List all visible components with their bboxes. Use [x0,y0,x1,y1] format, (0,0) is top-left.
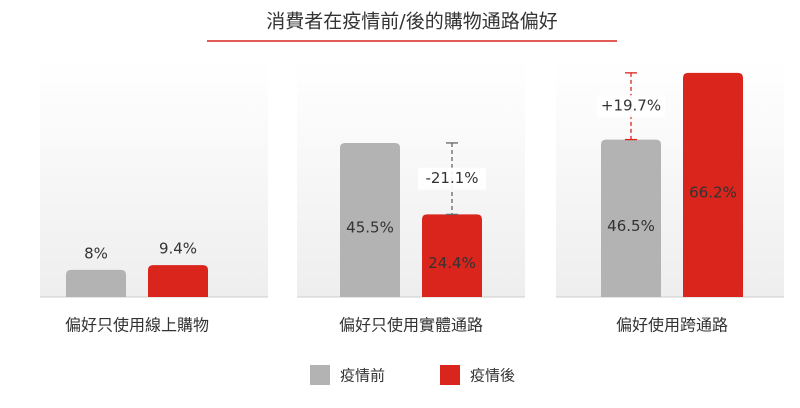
legend-label: 疫情後 [470,367,515,385]
bar [683,72,743,297]
value-label: 45.5% [346,218,394,236]
legend-swatch [310,365,330,385]
annotation: +19.7% [601,97,661,115]
bar [340,142,400,297]
value-label: 46.5% [607,217,655,235]
group-panel [556,60,784,297]
value-label: 24.4% [428,254,476,272]
group-panel [297,60,525,297]
legend-label: 疫情前 [340,367,385,385]
group-panel [40,60,268,297]
legend-swatch [440,365,460,385]
annotation: -21.1% [425,169,478,187]
annotation-bg [418,167,486,190]
value-label: 8% [84,244,108,262]
bar [66,269,126,297]
annotation-bg [597,95,665,118]
value-label: 9.4% [159,240,197,258]
bar [148,265,208,297]
chart-title: 消費者在疫情前/後的購物通路偏好 [266,11,557,33]
value-label: 66.2% [689,183,737,201]
x-tick-label: 偏好只使用線上購物 [65,316,209,335]
bar [601,139,661,297]
x-tick-label: 偏好使用跨通路 [616,316,728,335]
bar [422,214,482,297]
x-tick-label: 偏好只使用實體通路 [339,316,483,335]
